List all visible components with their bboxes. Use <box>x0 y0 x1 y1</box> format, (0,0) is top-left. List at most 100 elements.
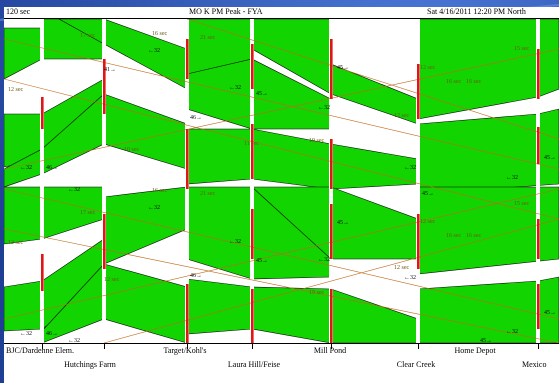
cycle-time-label: 21 sec <box>200 191 215 197</box>
signal-offset-bars <box>41 39 540 343</box>
offset-bar <box>41 97 44 129</box>
timestamp-label: Sat 4/16/2011 12:20 PM North <box>427 7 526 16</box>
cycle-time-label: 16 sec <box>466 79 481 85</box>
intersection-hutchings-farm: Hutchings Farm <box>64 360 116 369</box>
cycle-time-label: 12 sec <box>394 265 409 271</box>
intersection-axis: BJC/Dardenne Elem. Target/Kohl's Mill Po… <box>4 343 559 383</box>
speed-label: 45→ <box>337 220 349 226</box>
offset-bar <box>251 289 254 343</box>
offset-bar <box>103 214 106 269</box>
axis-tick <box>538 343 539 349</box>
cycle-time-label: 17 sec <box>80 210 95 216</box>
offset-bar <box>251 44 254 89</box>
speed-label: 45→ <box>256 91 268 97</box>
speed-label: 46→ <box>46 165 58 171</box>
axis-tick <box>418 343 419 349</box>
speed-label: ←32 <box>404 165 416 171</box>
trajectory-line <box>4 188 559 320</box>
offset-bar <box>103 59 106 114</box>
speed-label: ←32 <box>68 338 80 343</box>
cycle-time-label: 12 sec <box>8 87 23 93</box>
offset-bar <box>537 127 540 164</box>
speed-label: 45→ <box>480 338 492 343</box>
cycle-time-label: 16 sec <box>466 233 481 239</box>
axis-tick <box>252 343 253 349</box>
speed-label: 45→ <box>544 155 556 161</box>
cycle-time-label: 17 sec <box>80 33 95 39</box>
speed-label: 45→ <box>544 310 556 316</box>
diagram-plot: 12 sec 17 sec 16 sec 21 sec 19 sec 12 sec 12 s… <box>4 19 559 343</box>
progression-band <box>186 278 419 343</box>
speed-label: ←32 <box>148 205 160 211</box>
speed-label: 45→ <box>422 191 434 197</box>
offset-bar <box>537 49 540 99</box>
speed-label: ←32 <box>20 331 32 337</box>
cycle-time-label: 12 sec <box>104 277 119 283</box>
speed-label: ←32 <box>148 48 160 54</box>
speed-label: ←32 <box>506 175 518 181</box>
time-space-diagram: 120 sec MO K PM Peak - FYA Sat 4/16/2011… <box>4 7 559 383</box>
cycle-time-label: 19 sec <box>309 290 324 296</box>
offset-bar <box>186 129 189 189</box>
cycle-time-label: 16 sec <box>446 233 461 239</box>
cycle-length-label: 120 sec <box>6 7 31 16</box>
speed-label: ←32 <box>318 105 330 111</box>
trajectory-line <box>4 38 559 170</box>
intersection-column <box>536 19 540 343</box>
speed-label: 46→ <box>46 331 58 337</box>
intersection-laura-hill-feise: Laura Hill/Feise <box>227 360 281 369</box>
intersection-column <box>250 19 254 343</box>
intersection-mexico: Mexico <box>522 360 547 369</box>
trajectory-line <box>4 48 559 170</box>
speed-label: 45→ <box>337 65 349 71</box>
offset-bar <box>537 284 540 329</box>
intersection-bjc-dardenne: BJC/Dardenne Elem. <box>6 346 74 355</box>
intersection-home-depot: Home Depot <box>454 346 496 355</box>
speed-label: ←32 <box>318 257 330 263</box>
offset-bar <box>417 64 420 119</box>
offset-bar <box>330 139 333 189</box>
offset-bar <box>537 219 540 259</box>
axis-tick <box>187 343 188 349</box>
speed-label: ←32 <box>404 275 416 281</box>
speed-label: 46→ <box>190 273 202 279</box>
header-divider <box>4 18 559 19</box>
diagram-annotations: 12 sec 17 sec 16 sec 21 sec 19 sec 12 sec 12 s… <box>8 31 556 343</box>
speed-label: 46→ <box>190 115 202 121</box>
speed-label: ←32 <box>229 239 241 245</box>
cycle-time-label: 12 sec <box>420 219 435 225</box>
trajectory-line <box>4 228 559 343</box>
axis-line <box>4 343 559 344</box>
intersection-clear-creek: Clear Creek <box>396 360 436 369</box>
intersection-column <box>416 19 420 343</box>
offset-bar <box>330 204 333 259</box>
offset-bar <box>186 39 189 79</box>
offset-bar <box>41 254 44 291</box>
speed-label: ←32 <box>20 165 32 171</box>
progression-band <box>103 186 188 265</box>
cycle-time-label: 12 sec <box>420 65 435 71</box>
intersection-target-kohls: Target/Kohl's <box>163 346 207 355</box>
intersection-column <box>102 19 106 343</box>
cycle-time-label: 10 sec <box>124 147 139 153</box>
offset-bar <box>330 289 333 343</box>
speed-label: ←32 <box>68 187 80 193</box>
cycle-time-label: 19 sec <box>309 138 324 144</box>
axis-tick <box>331 343 332 349</box>
speed-label: 41→ <box>104 67 116 73</box>
trajectory-line <box>103 218 559 343</box>
diagram-title: MO K PM Peak - FYA <box>189 7 263 16</box>
cycle-time-label: 12 sec <box>8 240 23 246</box>
axis-tick <box>42 343 43 349</box>
offset-bar <box>186 284 189 343</box>
trajectory-lines <box>4 19 559 343</box>
offset-bar <box>251 124 254 179</box>
cycle-time-label: 21 sec <box>200 35 215 41</box>
cycle-time-label: 16 sec <box>446 79 461 85</box>
intersection-column <box>40 19 44 343</box>
trajectory-line <box>4 78 559 220</box>
offset-bar <box>251 209 254 259</box>
axis-tick <box>104 343 105 349</box>
offset-bar <box>417 214 420 269</box>
offset-bar <box>330 39 333 99</box>
